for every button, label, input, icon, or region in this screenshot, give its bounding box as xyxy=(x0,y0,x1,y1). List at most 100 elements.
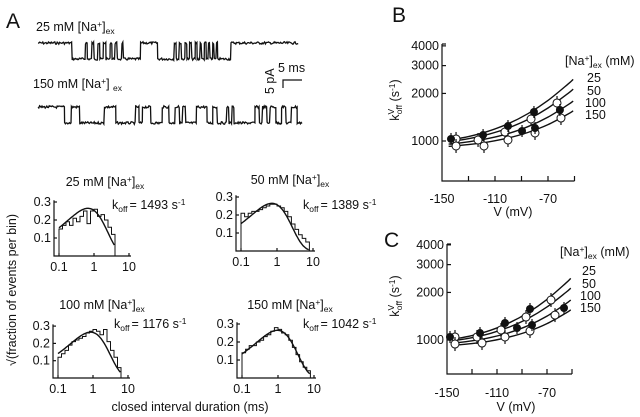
koff-exp: -1 xyxy=(369,197,377,207)
title-sub: ex xyxy=(135,181,145,191)
koff-k: k xyxy=(303,317,310,331)
y-tick-label: 0.1 xyxy=(34,231,51,245)
histogram-title: 100 mM [Na+]ex xyxy=(59,297,145,314)
scale-bar-time-label: 5 ms xyxy=(278,61,305,75)
scale-bar-current-label: 5 pA xyxy=(263,68,277,94)
histogram-fit-curve xyxy=(58,207,115,246)
open-data-point xyxy=(546,295,556,305)
open-data-point xyxy=(451,141,461,151)
histogram-axes xyxy=(53,200,131,257)
y-tick-label: 0.2 xyxy=(217,335,234,349)
koff-sub: off xyxy=(118,204,128,214)
ylabel-sub: off xyxy=(394,104,404,114)
koff-exp: -1 xyxy=(369,316,377,326)
koff-label: koff = 1493 s-1 xyxy=(112,197,186,214)
histogram-axes xyxy=(235,195,315,252)
histogram-panel-2: 100 mM [Na+]ex koff = 1176 s-1 0.1 0.2 0.3 0.1… xyxy=(33,297,187,396)
filled-data-point xyxy=(503,122,512,131)
title-sup: + xyxy=(312,172,317,182)
fit-curve-150mM xyxy=(448,110,574,148)
y-tick-label: 2000 xyxy=(411,86,439,100)
x-tick-label: 1 xyxy=(90,382,97,396)
y-tick-label: 0.3 xyxy=(217,317,234,331)
open-data-point xyxy=(521,312,531,322)
koff-sub: off xyxy=(309,204,319,214)
title-sup: + xyxy=(127,174,132,184)
x-tick-label: 0.1 xyxy=(233,382,250,396)
koff-k: k xyxy=(112,198,119,212)
open-data-point xyxy=(479,141,489,151)
filled-data-point xyxy=(476,329,484,338)
panel-label: B xyxy=(392,4,406,27)
legend-title-sub: ex xyxy=(593,60,603,70)
y-tick-label: 1000 xyxy=(416,333,444,347)
histogram-title: 50 mM [Na+]ex xyxy=(251,172,330,189)
title-close: ] xyxy=(320,298,323,312)
filled-data-point xyxy=(479,131,488,140)
legend-entry-150mM: 150 xyxy=(585,108,606,122)
legend-entry-25mM: 25 xyxy=(582,264,596,278)
x-tick-label: -150 xyxy=(429,192,454,206)
histogram-panel-3: 150 mM [Na+]ex koff = 1042 s-1 0.1 0.2 0.3 0.1… xyxy=(217,297,377,396)
histogram-panel-0: 25 mM [Na+]ex koff = 1493 s-1 0.1 0.2 0.3 0.1 1… xyxy=(34,174,186,274)
fit-curve-50mM xyxy=(448,88,574,143)
histogram-steps xyxy=(241,327,311,378)
ylabel-k: k xyxy=(388,114,402,121)
x-tick-label: 1 xyxy=(274,255,281,269)
y-axis-label: kVoff (s-1) xyxy=(386,275,404,316)
koff-sub: off xyxy=(120,323,130,333)
y-tick-label: 0.3 xyxy=(33,319,50,333)
koff-value: = 1042 s xyxy=(321,317,369,331)
legend-title-sub: ex xyxy=(588,251,598,261)
x-axis-label: V (mV) xyxy=(497,400,536,414)
open-data-point xyxy=(450,339,460,349)
x-tick-label: 10 xyxy=(307,382,321,396)
legend-title-sup: + xyxy=(584,53,589,63)
panel-label-a: A xyxy=(6,10,20,33)
koff-sub: off xyxy=(309,323,319,333)
plot-axes xyxy=(441,44,575,182)
title-text: 50 mM [Na xyxy=(251,173,312,187)
fit-curve-150mM xyxy=(453,309,572,347)
legend-entry-100mM: 100 xyxy=(580,289,601,303)
x-tick-label: -70 xyxy=(539,192,557,206)
y-tick-label: 4000 xyxy=(411,39,439,53)
open-data-point xyxy=(552,98,562,108)
current-traces xyxy=(37,39,303,127)
x-tick-label: -150 xyxy=(434,386,459,400)
y-tick-label: 0.1 xyxy=(217,353,234,367)
y-tick-label: 3000 xyxy=(411,59,439,73)
x-tick-label: 0.1 xyxy=(232,255,249,269)
scale-bar xyxy=(282,79,302,88)
open-data-point xyxy=(550,310,560,320)
koff-label: koff = 1389 s-1 xyxy=(303,197,377,214)
ylabel-exp: -1 xyxy=(387,279,397,287)
legend-entry-150mM: 150 xyxy=(580,301,601,315)
histogram-steps xyxy=(57,329,122,378)
title-close: ] xyxy=(132,175,135,189)
koff-exp: -1 xyxy=(178,197,186,207)
y-tick-label: 1000 xyxy=(411,134,439,148)
histogram-y-axis-label: √(fraction of events per bin) xyxy=(5,214,19,366)
trace-title-150mM: 150 mM [Na+] ex xyxy=(33,76,123,93)
legend-entry-50mM: 50 xyxy=(587,84,601,98)
legend-title-text: [Na xyxy=(565,54,585,68)
single-channel-trace-1 xyxy=(37,103,303,127)
histogram-title: 150 mM [Na+]ex xyxy=(247,297,333,314)
koff-value: = 1389 s xyxy=(321,198,369,212)
title-close: ] xyxy=(132,298,135,312)
filled-data-point xyxy=(531,124,540,133)
x-tick-label: 0.1 xyxy=(49,382,66,396)
title-close: ] xyxy=(317,173,320,187)
plot-axes xyxy=(446,244,572,375)
x-tick-label: -110 xyxy=(485,386,509,400)
filled-data-point xyxy=(526,305,534,314)
ylabel-exp: -1 xyxy=(387,83,397,91)
x-tick-label: 10 xyxy=(306,255,320,269)
filled-data-point xyxy=(501,319,509,328)
